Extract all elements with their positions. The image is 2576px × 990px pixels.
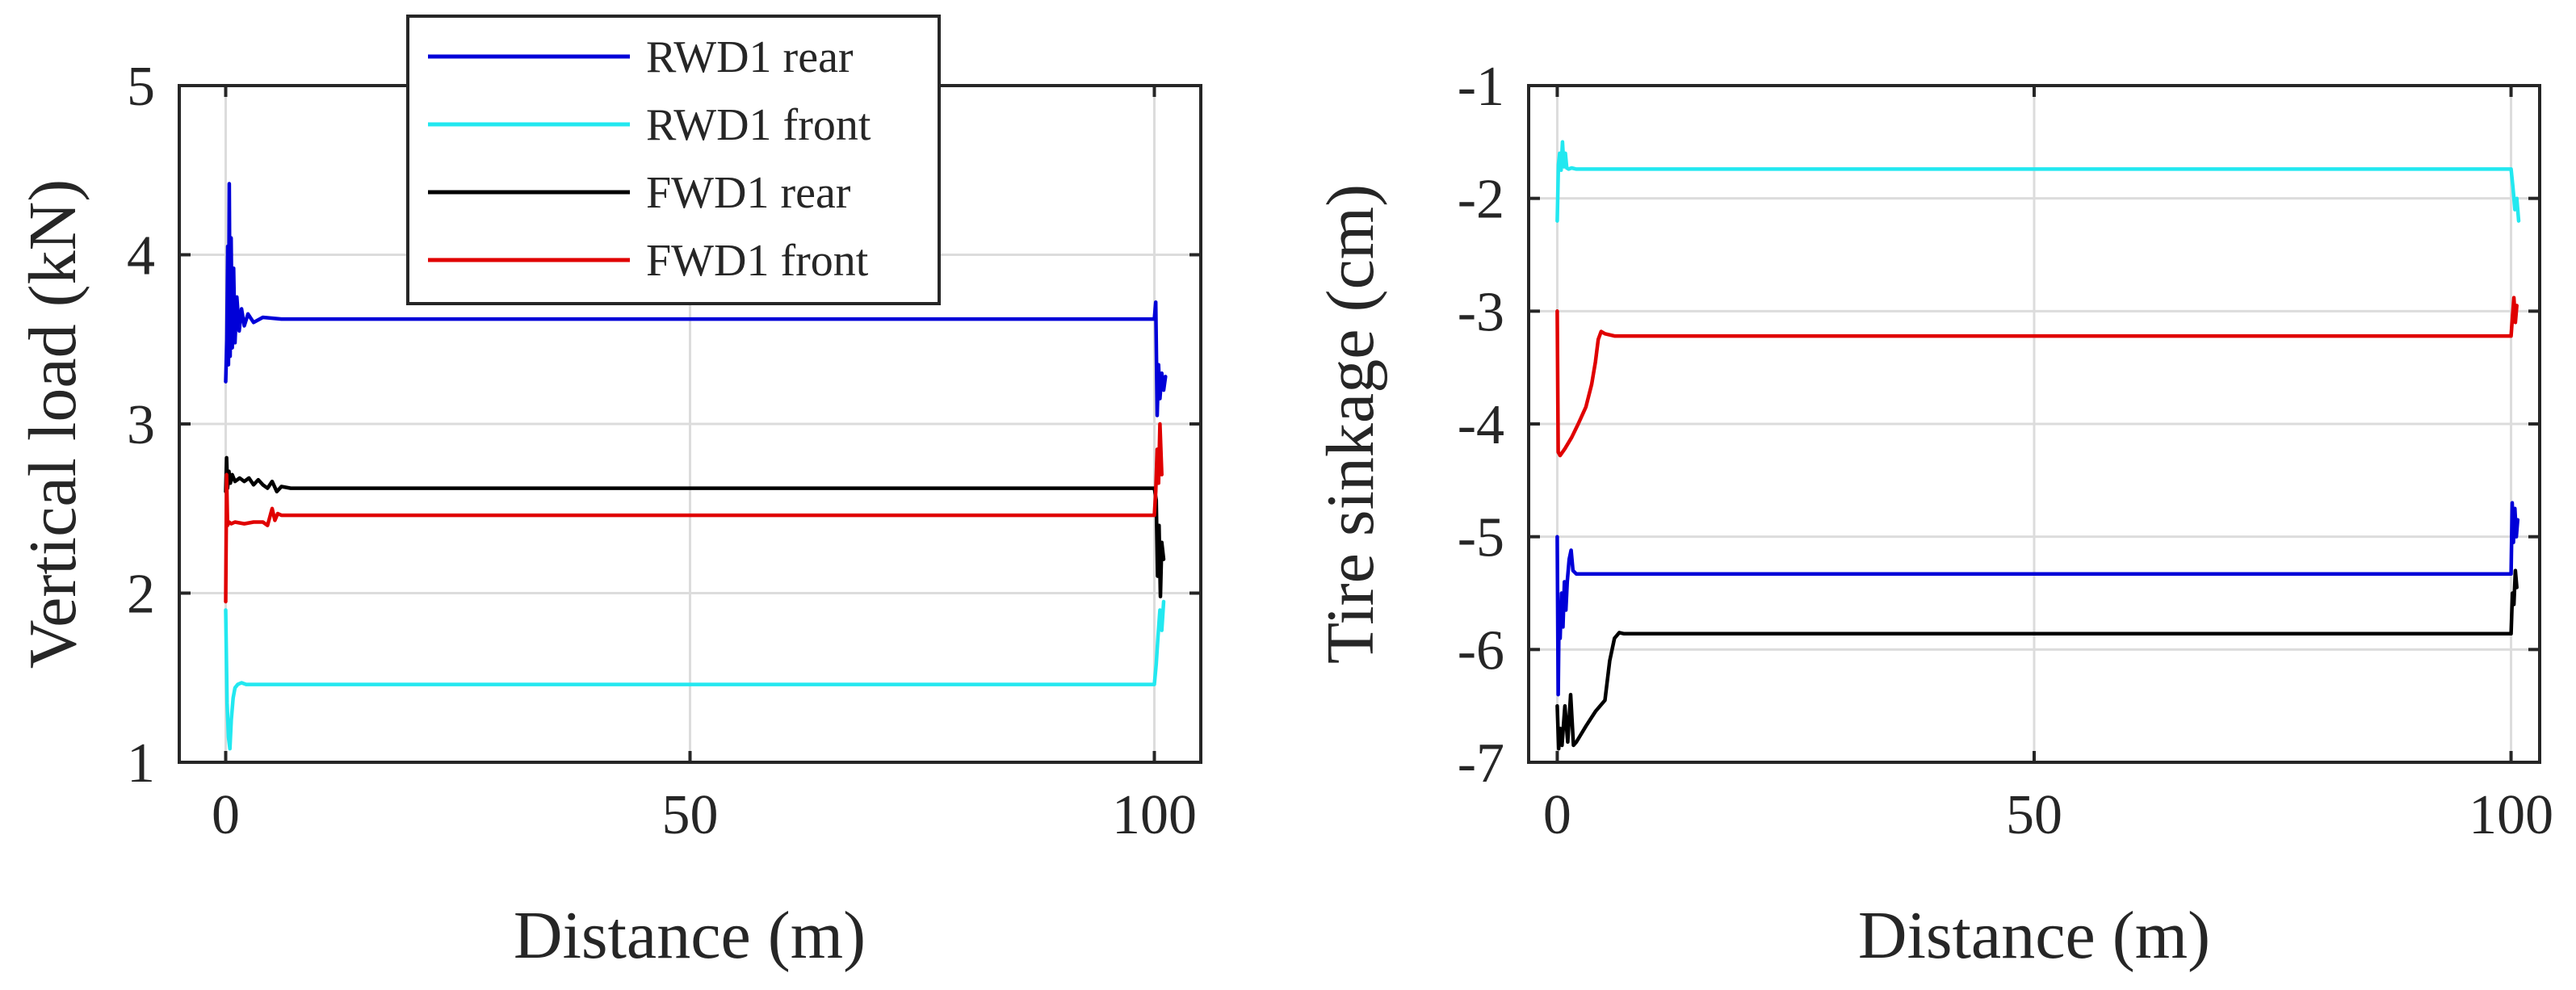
legend-label-fwd1-rear: FWD1 rear xyxy=(646,168,851,218)
y-tick-label: -3 xyxy=(1458,281,1504,343)
y-tick-label: 3 xyxy=(127,394,155,456)
y-tick-label: -7 xyxy=(1458,732,1504,795)
y-axis-label: Vertical load (kN) xyxy=(15,179,90,669)
y-tick-label: -1 xyxy=(1458,56,1504,118)
series-line-fwd1-front xyxy=(224,422,1164,604)
legend-label-rwd1-front: RWD1 front xyxy=(646,100,871,150)
x-axis-label: Distance (m) xyxy=(1858,898,2210,973)
series-line-rwd1-front xyxy=(1555,140,2521,223)
x-axis-label: Distance (m) xyxy=(514,898,866,973)
series-line-fwd1-rear xyxy=(224,455,1166,598)
series-line-fwd1-front xyxy=(1555,296,2519,458)
x-tick-label: 50 xyxy=(662,784,719,846)
legend-label-rwd1-rear: RWD1 rear xyxy=(646,32,854,82)
y-tick-label: 2 xyxy=(127,564,155,626)
series-line-rwd1-rear xyxy=(1555,501,2520,697)
x-tick-label: 0 xyxy=(1543,784,1571,846)
y-tick-label: -4 xyxy=(1458,394,1504,456)
y-tick-label: 5 xyxy=(127,56,155,118)
legend-label-fwd1-front: FWD1 front xyxy=(646,236,869,286)
series-line-rwd1-rear xyxy=(224,182,1168,417)
y-axis-label: Tire sinkage (cm) xyxy=(1313,184,1388,664)
y-tick-label: -6 xyxy=(1458,619,1504,682)
y-tick-label: -5 xyxy=(1458,507,1504,569)
y-tick-label: -2 xyxy=(1458,169,1504,231)
series-line-fwd1-rear xyxy=(1555,568,2519,751)
x-tick-label: 100 xyxy=(2469,784,2553,846)
x-tick-label: 100 xyxy=(1112,784,1197,846)
vertical-load-chart: 0 50 100 1 2 3 4 5 Distance (m) Vertical load (… xyxy=(15,15,1202,973)
tire-sinkage-chart: 0 50 100 -7 -6 -5 -4 -3 -2 -1 Distance (m) Tire s… xyxy=(1313,56,2553,973)
series-line-rwd1-front xyxy=(224,599,1166,751)
x-tick-label: 50 xyxy=(2006,784,2062,846)
x-tick-label: 0 xyxy=(212,784,240,846)
y-tick-label: 4 xyxy=(127,225,155,287)
legend-box xyxy=(406,15,941,305)
y-tick-label: 1 xyxy=(127,732,155,795)
legend: RWD1 rear RWD1 front FWD1 rear FWD1 front xyxy=(406,15,941,305)
